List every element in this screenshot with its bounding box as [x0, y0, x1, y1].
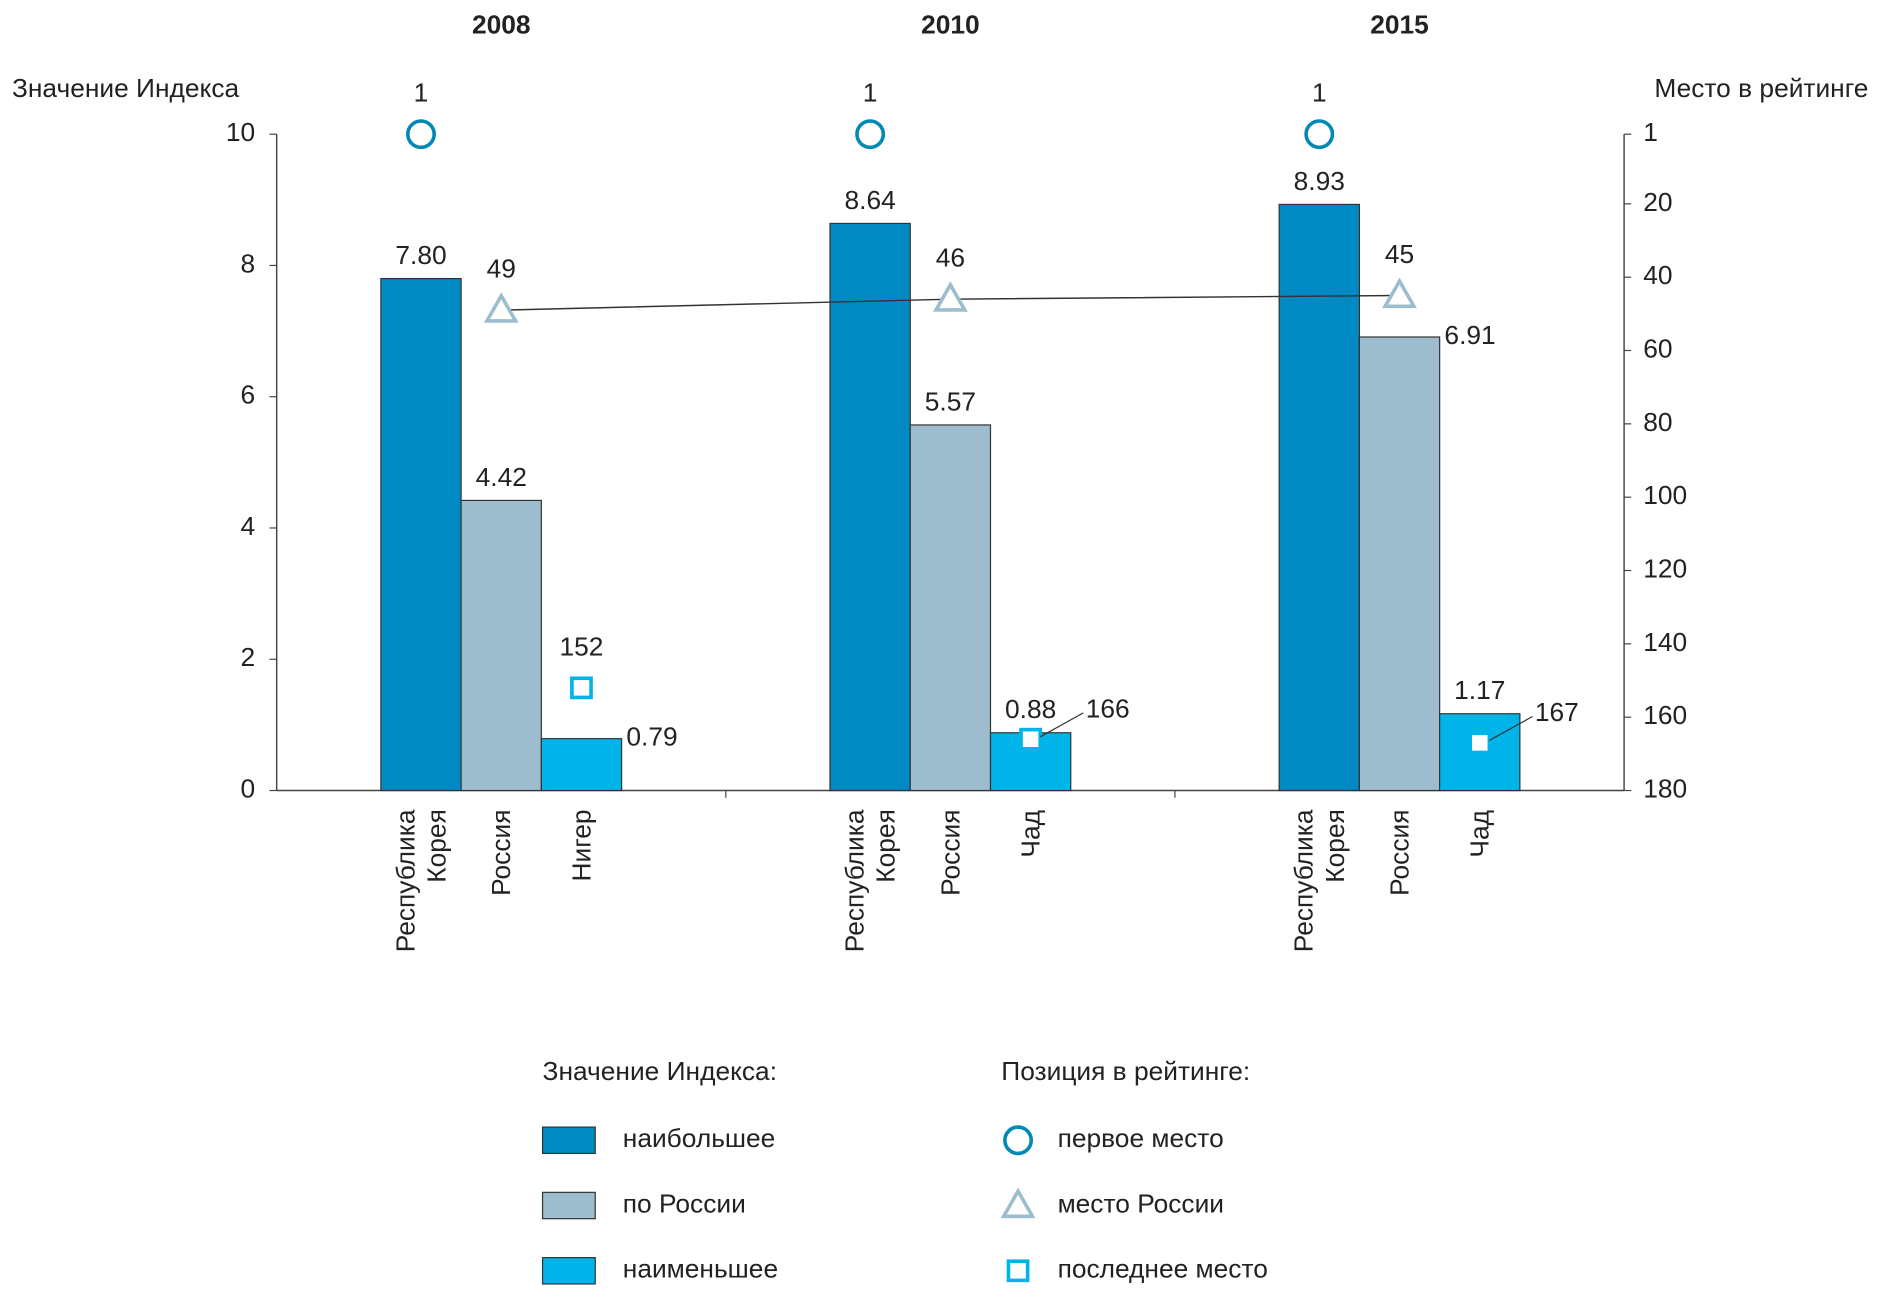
y-tick-label: 8: [240, 248, 255, 278]
rank-label: 49: [487, 254, 516, 284]
rank-label: 1: [414, 78, 429, 108]
x-tick-label: Республика Корея: [1288, 809, 1350, 953]
x-tick-label: Россия: [934, 809, 965, 897]
legend-label: по России: [623, 1188, 746, 1218]
y2-tick-label: 20: [1643, 187, 1672, 217]
rank-label: 1: [863, 78, 878, 108]
rank-marker: [570, 676, 593, 700]
y2-tick-label: 160: [1643, 700, 1687, 730]
bar: [460, 499, 542, 792]
legend-marker: [1000, 1187, 1036, 1219]
x-tick-label: Республика Корея: [838, 809, 901, 953]
legend-swatch: [541, 1191, 596, 1220]
value-label: 7.80: [395, 240, 446, 270]
y2-tick-label: 80: [1643, 407, 1672, 437]
legend-label: наибольшее: [623, 1123, 776, 1153]
rank-marker: [1468, 731, 1492, 755]
y-axis-label: Значение Индекса: [12, 73, 240, 103]
y2-tick-label: 60: [1643, 333, 1672, 363]
x-tick-label: Россия: [485, 809, 516, 897]
legend-title: Значение Индекса:: [543, 1056, 777, 1086]
legend-marker: [1006, 1259, 1030, 1283]
rank-label: 166: [1086, 693, 1130, 723]
x-tick-label-box: Чад: [977, 810, 1085, 990]
group-title: 2008: [472, 9, 531, 39]
legend-title: Позиция в рейтинге:: [1001, 1056, 1250, 1086]
rank-marker: [1304, 119, 1335, 150]
rank-marker: [932, 281, 968, 312]
legend-label: первое место: [1058, 1123, 1224, 1153]
x-tick-label: Чад: [1464, 809, 1495, 858]
group-title: 2010: [921, 9, 980, 39]
bar: [1358, 336, 1441, 792]
x-tick-label-box: Чад: [1426, 810, 1534, 990]
leader-line: [1489, 715, 1533, 741]
legend-swatch: [541, 1257, 596, 1285]
value-label: 8.64: [845, 185, 896, 215]
value-label: 1.17: [1454, 675, 1505, 705]
y-tick-label: 0: [240, 773, 255, 803]
y-tick-label: 10: [226, 117, 255, 147]
bar: [380, 277, 462, 792]
legend-marker: [1003, 1125, 1034, 1156]
value-label: 0.79: [626, 722, 677, 752]
legend-label: наименьшее: [623, 1254, 778, 1284]
y2-tick-label: 120: [1643, 553, 1687, 583]
y-tick-label: 2: [240, 642, 255, 672]
y-tick-label: 6: [240, 380, 255, 410]
x-tick-label-wrap: Чад: [1426, 810, 1534, 990]
y2-tick-label: 40: [1643, 260, 1672, 290]
x-tick-label-wrap: Нигер: [528, 810, 636, 990]
rank-label: 45: [1385, 239, 1414, 269]
x-tick-label: Нигер: [565, 809, 596, 882]
legend-label: место России: [1058, 1188, 1224, 1218]
legend-label: последнее место: [1058, 1254, 1268, 1284]
rank-label: 46: [936, 243, 965, 273]
value-label: 6.91: [1444, 320, 1495, 350]
group-title: 2015: [1370, 9, 1429, 39]
rank-marker: [406, 119, 436, 150]
bar: [989, 732, 1072, 792]
rank-label: 152: [560, 631, 604, 661]
rank-marker: [483, 292, 519, 323]
rank-marker: [855, 119, 886, 150]
y-tick-label: 4: [240, 511, 255, 541]
y2-tick-label: 100: [1643, 480, 1687, 510]
y2-axis-label: Место в рейтинге: [1654, 73, 1868, 103]
y2-tick-label: 180: [1643, 773, 1687, 803]
bar: [909, 424, 992, 792]
value-label: 4.42: [476, 462, 527, 492]
rank-marker: [1382, 277, 1417, 309]
rank-marker: [1019, 727, 1043, 751]
value-label: 8.93: [1294, 166, 1345, 196]
legend-swatch: [541, 1126, 596, 1155]
x-tick-label: Россия: [1383, 809, 1414, 897]
y2-tick-label: 1: [1643, 117, 1658, 147]
x-tick-label-wrap: Чад: [977, 810, 1085, 990]
x-tick-label-box: Нигер: [528, 810, 636, 990]
rank-label: 1: [1312, 78, 1327, 108]
bar: [1278, 203, 1360, 792]
x-tick-label: Республика Корея: [389, 809, 451, 953]
x-tick-label: Чад: [1015, 809, 1045, 858]
rank-label: 167: [1535, 697, 1579, 727]
value-label: 0.88: [1005, 694, 1056, 724]
y2-tick-label: 140: [1643, 627, 1687, 657]
leader-line: [1039, 712, 1084, 738]
bar: [540, 738, 623, 792]
value-label: 5.57: [925, 386, 976, 416]
bar: [829, 222, 911, 792]
